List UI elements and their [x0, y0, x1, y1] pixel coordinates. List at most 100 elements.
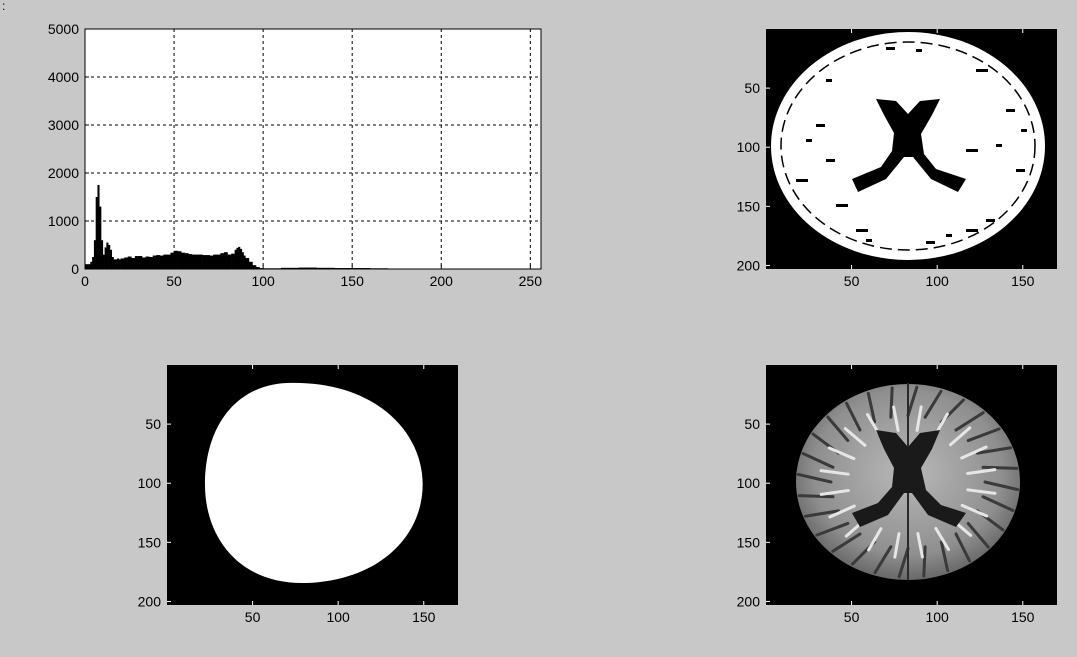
histogram-axes: 0 50 100 150 200 250 0 1000 2000 3000 4000 5000: [48, 21, 542, 289]
white-matter-streak: [966, 468, 997, 475]
x-tick-label: 50: [844, 273, 860, 289]
y-tick-label: 200: [737, 257, 761, 273]
white-matter-streak: [966, 488, 997, 495]
speck: [826, 79, 832, 82]
speck: [946, 234, 952, 237]
white-matter-streak: [934, 526, 951, 551]
histogram-bar: [101, 240, 104, 269]
histogram-bar: [213, 254, 218, 269]
histogram-bar: [145, 256, 150, 269]
speck: [916, 49, 922, 52]
histogram-bar: [131, 257, 136, 269]
sulcus: [866, 391, 877, 424]
histogram-bar: [124, 257, 129, 269]
ventricles: [852, 99, 966, 192]
sulcus: [797, 494, 835, 499]
histogram-bar: [88, 264, 91, 269]
y-tick-label: 150: [737, 534, 761, 550]
histogram-bar: [238, 246, 241, 269]
histogram-axes-box: [84, 28, 542, 270]
sulcus: [923, 389, 943, 419]
histogram-bar: [236, 247, 239, 269]
y-tick-label: 100: [737, 475, 761, 491]
thresholded-panel-image: [771, 32, 1045, 260]
mask-panel-image: [205, 382, 423, 584]
histogram-bar: [234, 249, 237, 269]
histogram-bar: [199, 254, 203, 269]
sulcus: [801, 452, 835, 469]
speck: [986, 219, 995, 222]
histogram-bars: [85, 185, 513, 269]
sulcus: [954, 411, 985, 432]
speck: [1016, 169, 1025, 172]
x-tick-label: 250: [519, 273, 543, 289]
histogram-bar: [245, 257, 250, 269]
sulcus: [803, 509, 841, 518]
speck: [836, 204, 848, 207]
histogram-bar: [152, 255, 157, 269]
y-tick-label: 5000: [48, 21, 79, 37]
sulcus: [796, 472, 833, 484]
y-tick-label: 100: [138, 475, 162, 491]
histogram-bar: [256, 267, 260, 269]
histogram-bar: [118, 259, 121, 269]
white-matter-streak: [827, 446, 856, 461]
white-matter-streak: [892, 405, 900, 432]
histogram-plot-area: [85, 29, 541, 269]
y-tick-label: 150: [138, 534, 162, 550]
x-tick-label: 150: [1011, 609, 1035, 625]
x-tick-label: 50: [245, 609, 261, 625]
mri-panel-image: [796, 383, 1020, 580]
x-tick-label: 100: [925, 609, 949, 625]
histogram-bar: [149, 257, 153, 269]
sulcus: [831, 532, 862, 553]
y-tick-label: 100: [737, 139, 761, 155]
histogram-bar: [86, 264, 89, 269]
histogram-bar: [90, 261, 93, 269]
histogram-bar: [184, 253, 189, 269]
speck: [826, 159, 835, 162]
histogram-bar: [142, 257, 146, 269]
histogram-bar: [138, 256, 143, 269]
sulcus: [873, 545, 893, 575]
sulcus: [826, 415, 850, 443]
histogram-bar: [195, 254, 200, 269]
histogram-bar: [115, 259, 118, 269]
speck: [966, 149, 978, 152]
histogram-bar: [127, 256, 132, 269]
histogram-bar: [298, 267, 317, 269]
x-tick-label: 100: [326, 609, 350, 625]
white-matter-streak: [948, 426, 972, 447]
sulcus: [815, 521, 850, 537]
skull-ring: [780, 41, 1036, 251]
sulcus: [966, 521, 990, 549]
y-tick-label: 200: [138, 593, 162, 609]
x-tick-label: 200: [430, 273, 454, 289]
x-tick-label: 100: [925, 273, 949, 289]
histogram-bar: [223, 252, 228, 269]
y-tick-label: 0: [71, 261, 79, 277]
histogram-bar: [95, 197, 98, 269]
histogram-bar: [243, 255, 246, 269]
histogram-bar: [159, 255, 164, 269]
speck: [886, 47, 895, 50]
histogram-bar: [177, 251, 182, 269]
histogram-bar: [202, 255, 207, 269]
histogram-bar: [231, 253, 235, 269]
histogram-bar: [166, 254, 171, 269]
sulcus: [966, 427, 1001, 443]
histogram-bar: [104, 247, 107, 269]
histogram-bar: [120, 258, 125, 269]
histogram-bar: [209, 255, 214, 269]
histogram-bar: [181, 252, 186, 269]
y-tick-label: 2000: [48, 165, 79, 181]
x-tick-label: 150: [1011, 273, 1035, 289]
speck: [976, 69, 988, 72]
histogram-bar: [85, 264, 88, 269]
histogram-bar: [188, 254, 193, 269]
speck: [806, 139, 812, 142]
speck: [796, 179, 808, 182]
x-tick-label: 150: [341, 273, 365, 289]
sulcus: [981, 465, 1019, 470]
y-tick-label: 150: [737, 198, 761, 214]
